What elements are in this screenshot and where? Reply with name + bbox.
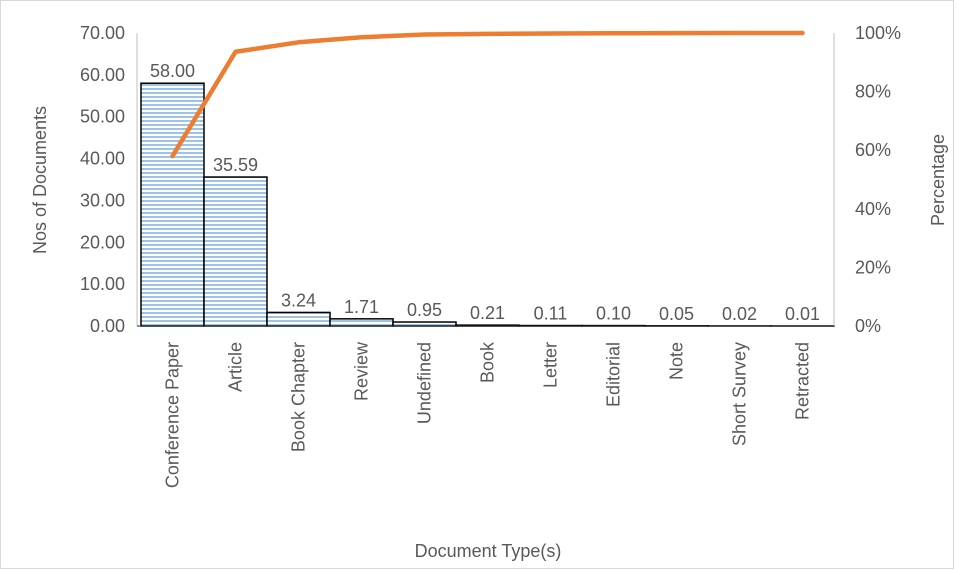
y-tick-label: 70.00 xyxy=(80,23,125,43)
left-axis-ticks: 0.00 10.00 20.00 30.00 40.00 50.00 60.00 70.00 xyxy=(80,23,125,336)
category-label: Retracted xyxy=(793,342,813,420)
bar-value-label: 3.24 xyxy=(281,290,316,310)
bar-value-label: 0.21 xyxy=(470,303,505,323)
bar-value-label: 35.59 xyxy=(213,155,258,175)
bar-value-label: 0.02 xyxy=(722,304,757,324)
y2-tick-label: 80% xyxy=(855,82,891,102)
category-label: Letter xyxy=(541,342,561,388)
y-tick-label: 40.00 xyxy=(80,149,125,169)
bar xyxy=(329,318,394,327)
bar xyxy=(203,176,268,327)
category-label: Article xyxy=(226,342,246,392)
y-tick-label: 10.00 xyxy=(80,274,125,294)
category-label: Conference Paper xyxy=(163,342,183,488)
bar-value-label: 0.05 xyxy=(659,304,694,324)
category-label: Undefined xyxy=(415,342,435,424)
bar-value-label: 0.11 xyxy=(534,304,568,324)
y-tick-label: 60.00 xyxy=(80,65,125,85)
bar xyxy=(392,321,457,327)
bar-value-label: 0.01 xyxy=(785,304,820,324)
cumulative-percentage-line xyxy=(170,30,805,159)
category-labels: Conference Paper Article Book Chapter Revie… xyxy=(163,341,813,488)
y2-tick-label: 20% xyxy=(855,257,891,277)
category-label: Short Survey xyxy=(730,342,750,446)
bars xyxy=(140,82,835,327)
y-tick-label: 50.00 xyxy=(80,107,125,127)
category-label: Editorial xyxy=(604,342,624,407)
y2-tick-label: 0% xyxy=(855,316,881,336)
bar-value-label: 0.10 xyxy=(596,304,631,324)
bar-labels: 58.00 35.59 3.24 1.71 0.95 0.21 0.11 0.10 0.05 0.… xyxy=(150,61,820,324)
category-label: Review xyxy=(352,341,372,401)
right-axis-ticks: 0% 20% 40% 60% 80% 100% xyxy=(855,23,901,336)
x-axis-title: Document Type(s) xyxy=(415,541,562,561)
y-axis-title: Nos of Documents xyxy=(30,106,50,254)
y2-tick-label: 60% xyxy=(855,140,891,160)
bar-value-label: 0.95 xyxy=(407,300,442,320)
category-label: Note xyxy=(667,342,687,380)
bar-value-label: 58.00 xyxy=(150,61,195,81)
category-label: Book Chapter xyxy=(289,342,309,452)
category-label: Book xyxy=(478,341,498,383)
y2-axis-title: Percentage xyxy=(928,134,948,226)
y2-tick-label: 40% xyxy=(855,199,891,219)
y-tick-label: 0.00 xyxy=(90,316,125,336)
bar xyxy=(266,311,331,327)
bar-value-label: 1.71 xyxy=(344,297,379,317)
y2-tick-label: 100% xyxy=(855,23,901,43)
y-tick-label: 20.00 xyxy=(80,232,125,252)
y-tick-label: 30.00 xyxy=(80,190,125,210)
cumulative-line xyxy=(170,30,805,159)
